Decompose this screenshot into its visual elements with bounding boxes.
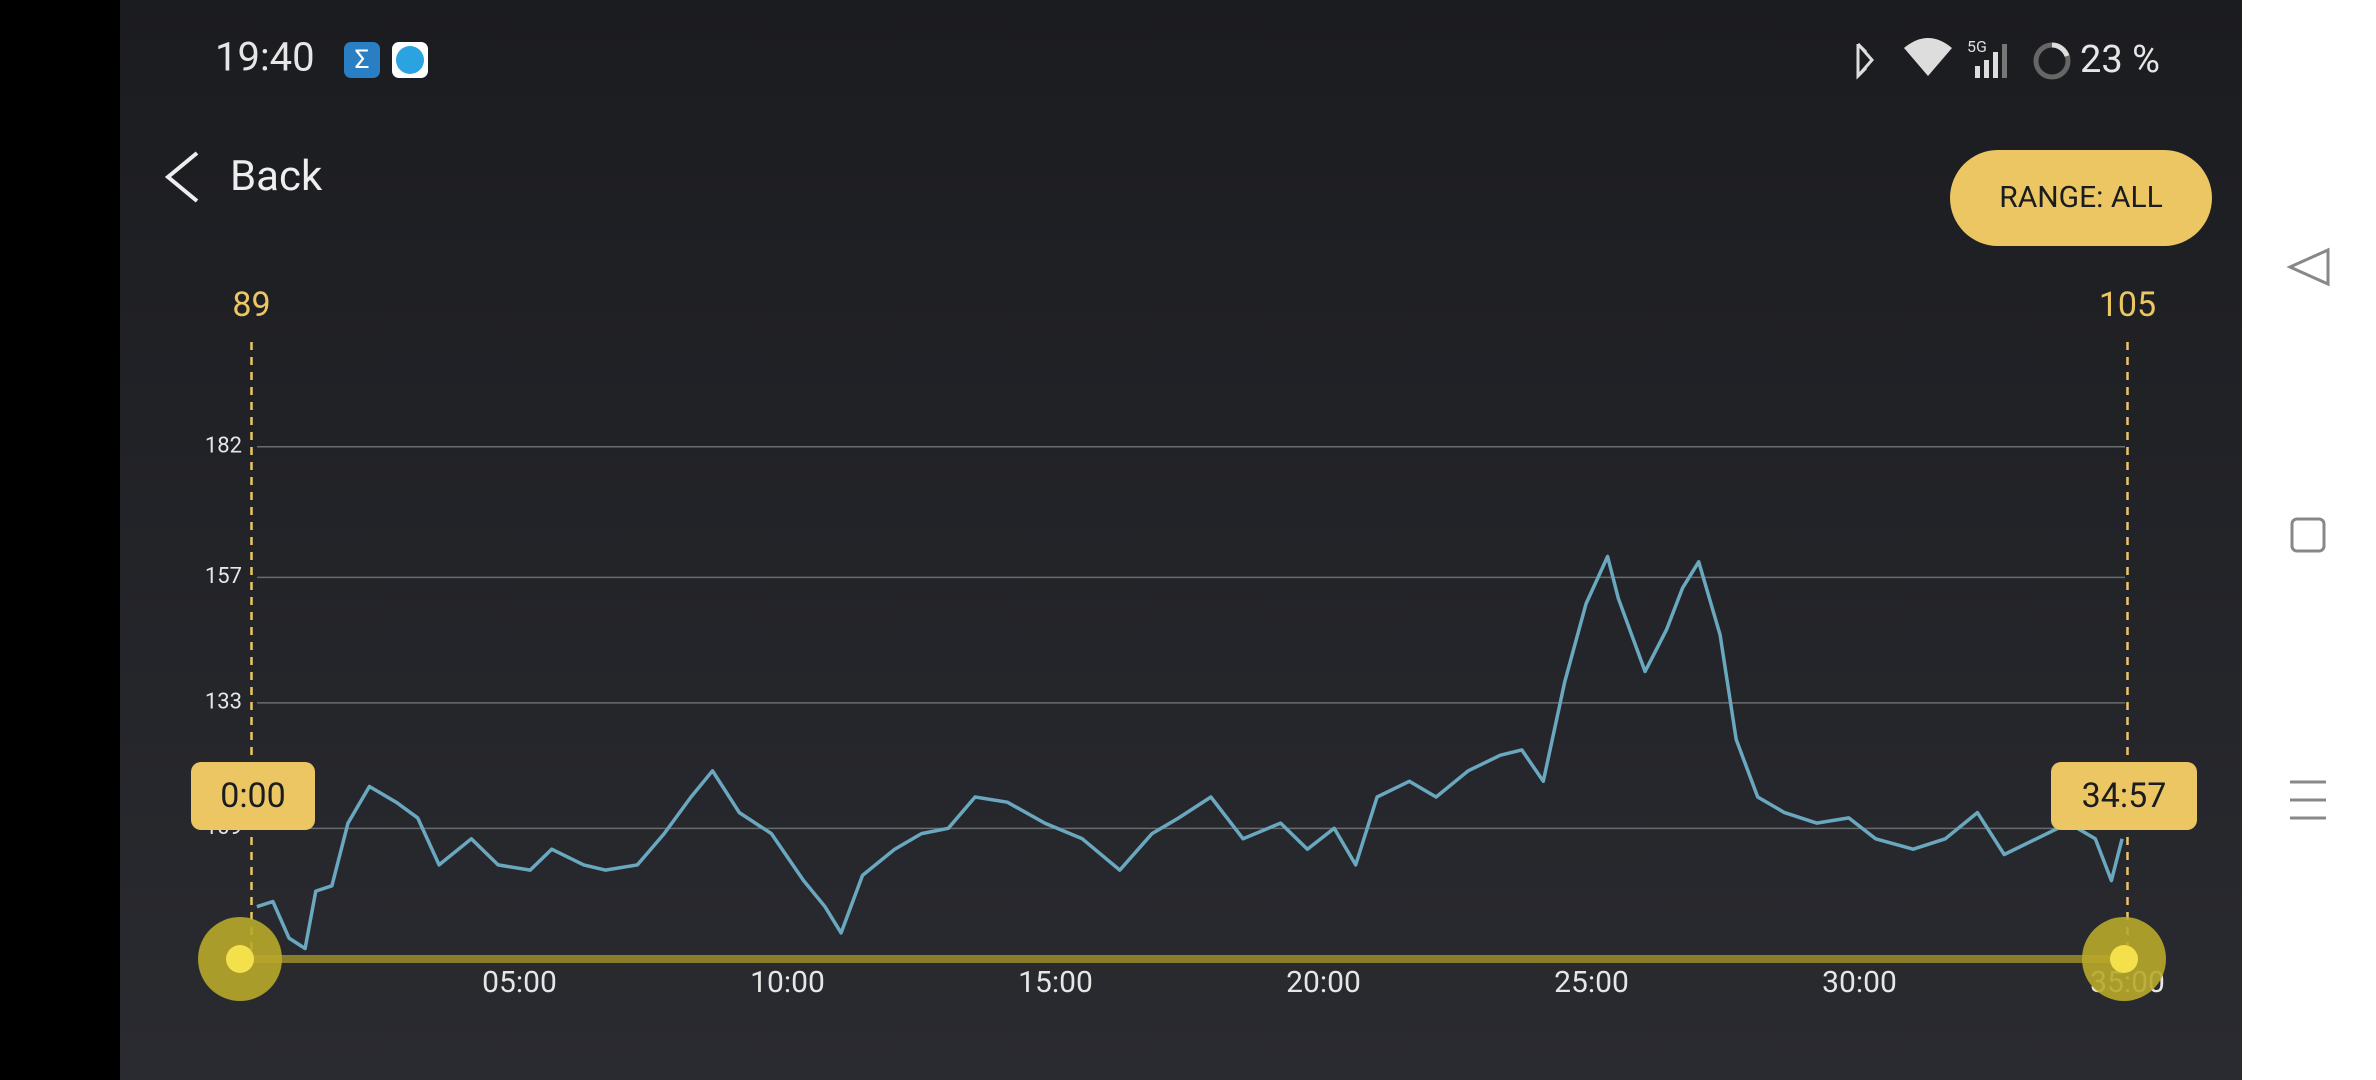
x-tick-label: 30:00 — [1822, 965, 1897, 1000]
bluetooth-icon — [1856, 42, 1874, 80]
slider-handle-dot[interactable] — [226, 945, 254, 973]
heart-rate-line — [256, 554, 2124, 951]
nav-menu[interactable] — [2290, 780, 2326, 820]
range-button[interactable] — [1950, 150, 2212, 246]
x-tick-label: 20:00 — [1286, 965, 1361, 1000]
back-label[interactable]: Back — [230, 152, 323, 201]
back-chevron[interactable] — [164, 151, 199, 203]
x-tick-label: 15:00 — [1018, 965, 1093, 1000]
time-badge — [191, 762, 315, 830]
nav-back[interactable] — [2286, 247, 2330, 287]
range-marker-value: 105 — [2099, 285, 2156, 325]
x-tick-label: 10:00 — [750, 965, 825, 1000]
y-tick-label: 182 — [205, 434, 242, 459]
time-badge-label: 34:57 — [2082, 776, 2167, 816]
app-background — [120, 0, 2242, 1080]
network-label: 5G — [1967, 37, 1987, 56]
telegram-glyph — [396, 46, 424, 74]
range-button-label[interactable]: RANGE: ALL — [1999, 180, 2163, 215]
left-bar — [0, 0, 120, 1080]
y-tick-label: 133 — [205, 690, 242, 715]
nav-home[interactable] — [2290, 517, 2326, 553]
status-time: 19:40 — [215, 34, 315, 81]
signal-icon — [1975, 44, 2007, 78]
slider-track — [240, 955, 2124, 963]
x-tick-label: 05:00 — [482, 965, 557, 1000]
nav-bar — [2242, 0, 2376, 1080]
battery-level — [2051, 42, 2070, 58]
y-tick-label: 157 — [205, 564, 242, 589]
app-icon-glyph: Σ — [355, 45, 370, 75]
slider-handle-dot[interactable] — [2110, 945, 2138, 973]
time-badge — [2051, 762, 2197, 830]
time-badge-label: 0:00 — [220, 776, 286, 816]
x-tick-label: 25:00 — [1554, 965, 1629, 1000]
wifi-icon — [1904, 38, 1952, 76]
app-icon — [344, 42, 380, 78]
range-marker-value: 89 — [232, 285, 270, 325]
status-battery: 23 % — [2080, 38, 2160, 82]
